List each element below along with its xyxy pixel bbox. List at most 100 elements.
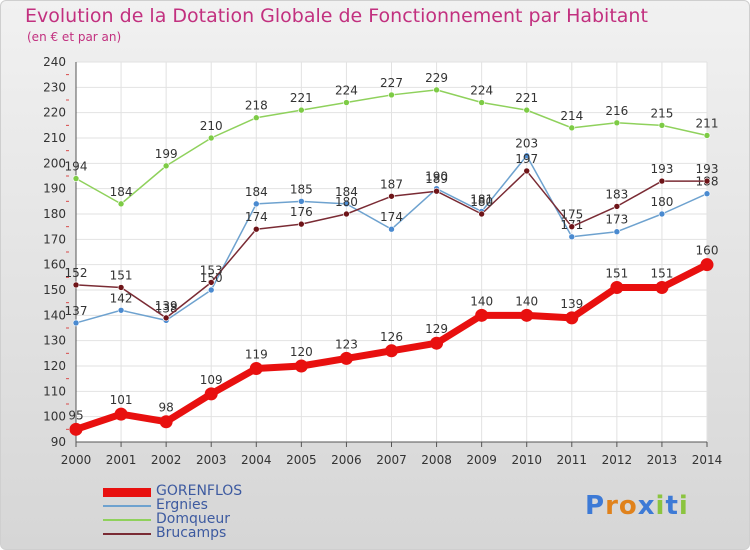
data-label-domqueur: 221 bbox=[290, 91, 313, 105]
data-point-brucamps bbox=[568, 223, 576, 230]
data-point-gorenflos bbox=[520, 308, 534, 322]
legend-swatch-domqueur bbox=[103, 519, 151, 521]
x-tick-label: 2007 bbox=[376, 453, 407, 467]
data-point-gorenflos bbox=[565, 311, 579, 325]
data-point-brucamps bbox=[478, 210, 485, 218]
data-label-domqueur: 227 bbox=[380, 76, 403, 90]
data-point-gorenflos bbox=[385, 344, 398, 358]
data-label-domqueur: 229 bbox=[425, 71, 448, 85]
legend-label-ergnies: Ergnies bbox=[156, 497, 208, 513]
data-label-gorenflos: 95 bbox=[68, 408, 83, 422]
data-label-brucamps: 175 bbox=[560, 208, 583, 222]
data-label-domqueur: 211 bbox=[696, 116, 719, 130]
legend-swatch-gorenflos bbox=[103, 487, 151, 497]
data-label-ergnies: 184 bbox=[245, 185, 268, 199]
data-label-brucamps: 187 bbox=[380, 177, 403, 191]
y-tick-label: 150 bbox=[43, 283, 66, 297]
data-point-brucamps bbox=[72, 281, 80, 289]
data-label-domqueur: 216 bbox=[605, 104, 628, 118]
data-point-ergnies bbox=[388, 225, 395, 233]
data-point-domqueur bbox=[433, 86, 440, 94]
data-label-brucamps: 193 bbox=[696, 162, 719, 176]
x-tick-label: 2000 bbox=[61, 453, 92, 467]
data-point-ergnies bbox=[568, 233, 576, 241]
legend-label-gorenflos: GORENFLOS bbox=[156, 483, 243, 499]
data-point-ergnies bbox=[117, 306, 125, 314]
data-label-ergnies: 142 bbox=[110, 291, 133, 305]
data-point-ergnies bbox=[207, 286, 215, 294]
data-label-domqueur: 224 bbox=[470, 84, 493, 98]
x-tick-label: 2011 bbox=[557, 453, 588, 467]
data-point-domqueur bbox=[613, 119, 621, 127]
data-label-gorenflos: 129 bbox=[425, 322, 448, 336]
x-tick-label: 2004 bbox=[241, 453, 272, 467]
data-point-brucamps bbox=[298, 220, 305, 228]
chart-title: Evolution de la Dotation Globale de Fonc… bbox=[25, 5, 648, 27]
data-label-ergnies: 173 bbox=[605, 213, 628, 227]
x-tick-label: 2010 bbox=[511, 453, 542, 467]
data-label-brucamps: 180 bbox=[470, 195, 493, 209]
data-point-domqueur bbox=[117, 200, 125, 208]
data-point-domqueur bbox=[658, 122, 666, 129]
data-point-ergnies bbox=[343, 200, 350, 208]
y-tick-label: 230 bbox=[43, 80, 66, 94]
data-point-domqueur bbox=[388, 91, 395, 99]
data-label-brucamps: 152 bbox=[65, 266, 88, 280]
data-label-gorenflos: 160 bbox=[696, 244, 719, 258]
data-label-gorenflos: 120 bbox=[290, 345, 313, 359]
data-label-gorenflos: 140 bbox=[470, 294, 493, 308]
y-tick-label: 220 bbox=[43, 106, 66, 120]
x-tick-label: 2009 bbox=[466, 453, 497, 467]
data-point-gorenflos bbox=[430, 336, 444, 350]
data-point-brucamps bbox=[207, 279, 215, 286]
data-point-domqueur bbox=[523, 106, 531, 114]
data-point-brucamps bbox=[252, 225, 260, 233]
data-point-brucamps bbox=[162, 314, 170, 322]
data-label-brucamps: 197 bbox=[515, 152, 538, 166]
data-point-gorenflos bbox=[249, 362, 263, 376]
legend-swatch-brucamps bbox=[103, 533, 151, 535]
data-label-ergnies: 174 bbox=[380, 210, 403, 224]
data-label-domqueur: 194 bbox=[65, 160, 88, 174]
data-point-domqueur bbox=[162, 162, 170, 170]
x-tick-label: 2012 bbox=[602, 453, 633, 467]
data-point-domqueur bbox=[207, 134, 215, 142]
data-point-gorenflos bbox=[700, 258, 714, 272]
data-label-ergnies: 180 bbox=[650, 195, 673, 209]
x-tick-label: 2005 bbox=[286, 453, 317, 467]
data-point-brucamps bbox=[343, 210, 350, 218]
legend-label-domqueur: Domqueur bbox=[156, 511, 230, 527]
data-label-gorenflos: 151 bbox=[605, 266, 628, 280]
data-point-brucamps bbox=[703, 177, 711, 185]
x-tick-label: 2014 bbox=[692, 453, 723, 467]
y-tick-label: 170 bbox=[43, 232, 66, 246]
y-tick-label: 160 bbox=[43, 258, 66, 272]
data-label-ergnies: 190 bbox=[425, 170, 448, 184]
data-point-ergnies bbox=[72, 319, 80, 327]
data-point-ergnies bbox=[298, 198, 305, 205]
data-point-ergnies bbox=[252, 200, 260, 208]
data-label-brucamps: 139 bbox=[155, 299, 178, 313]
data-label-ergnies: 138 bbox=[155, 301, 178, 315]
data-point-brucamps bbox=[613, 203, 621, 210]
y-tick-label: 100 bbox=[43, 410, 66, 424]
y-tick-label: 90 bbox=[51, 435, 66, 449]
data-point-domqueur bbox=[72, 175, 80, 182]
legend-label-brucamps: Brucamps bbox=[156, 525, 227, 541]
data-point-domqueur bbox=[298, 106, 305, 114]
data-point-ergnies bbox=[613, 228, 621, 236]
data-label-gorenflos: 119 bbox=[245, 348, 268, 362]
y-tick-label: 210 bbox=[43, 131, 66, 145]
data-point-domqueur bbox=[343, 99, 350, 106]
data-label-brucamps: 153 bbox=[200, 263, 223, 277]
data-point-ergnies bbox=[703, 190, 711, 198]
data-label-brucamps: 174 bbox=[245, 210, 268, 224]
data-label-gorenflos: 109 bbox=[200, 373, 223, 387]
data-label-domqueur: 184 bbox=[110, 185, 133, 199]
data-label-ergnies: 203 bbox=[515, 137, 538, 151]
x-tick-label: 2006 bbox=[331, 453, 362, 467]
y-tick-label: 180 bbox=[43, 207, 66, 221]
data-label-ergnies: 137 bbox=[65, 304, 88, 318]
